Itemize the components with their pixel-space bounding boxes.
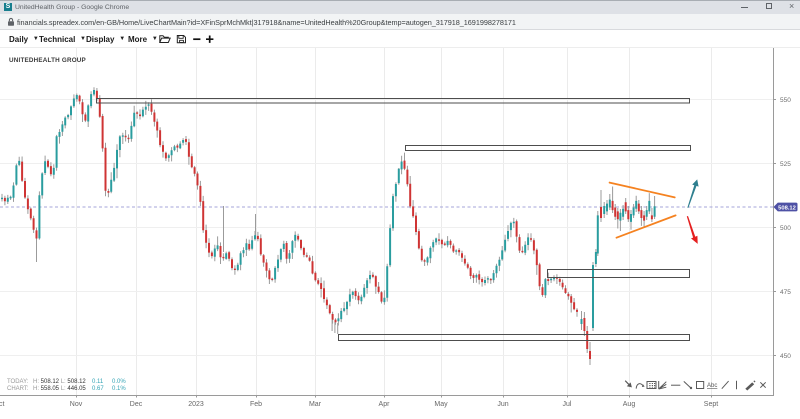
svg-text:Jun: Jun [497, 401, 508, 408]
svg-text:0.1%: 0.1% [112, 386, 126, 392]
svg-text:508.12: 508.12 [778, 206, 796, 212]
svg-text:0.11: 0.11 [92, 379, 104, 385]
svg-text:H: 508.12 L: 508.12: H: 508.12 L: 508.12 [33, 379, 86, 385]
svg-text:500: 500 [780, 225, 791, 232]
svg-text:0.0%: 0.0% [112, 379, 126, 385]
svg-text:TODAY:: TODAY: [7, 379, 29, 385]
svg-text:Oct: Oct [0, 401, 4, 408]
svg-text:Aug: Aug [623, 401, 636, 408]
svg-text:Mar: Mar [309, 401, 322, 408]
svg-text:Jul: Jul [563, 401, 572, 408]
svg-text:Sept: Sept [704, 401, 718, 408]
svg-text:CHART:: CHART: [7, 386, 29, 392]
svg-text:Abc: Abc [707, 383, 717, 389]
svg-text:450: 450 [780, 353, 791, 360]
svg-text:0.67: 0.67 [92, 386, 104, 392]
svg-text:H: 558.05 L: 446.05: H: 558.05 L: 446.05 [33, 386, 86, 392]
svg-text:Feb: Feb [250, 401, 262, 408]
svg-text:550: 550 [780, 97, 791, 104]
svg-text:Dec: Dec [130, 401, 143, 408]
svg-text:Apr: Apr [379, 401, 391, 408]
svg-text:May: May [434, 401, 448, 408]
svg-text:525: 525 [780, 161, 791, 168]
svg-text:475: 475 [780, 289, 791, 296]
svg-text:2023: 2023 [188, 401, 204, 408]
svg-text:Nov: Nov [70, 401, 83, 408]
